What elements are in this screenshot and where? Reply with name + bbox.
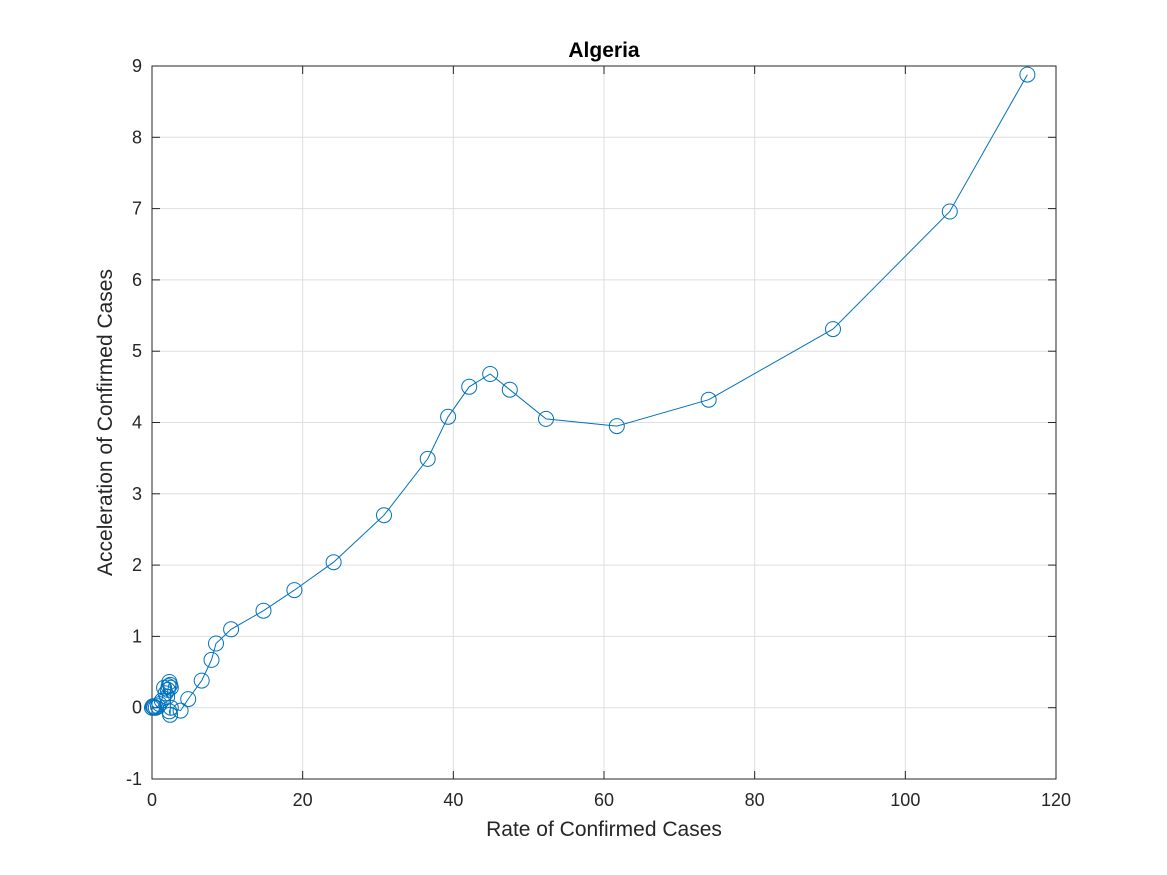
data-point [255,602,272,619]
y-tick-label: 5 [132,341,142,361]
data-point [325,554,342,571]
data-point [608,418,625,435]
data-point [157,685,174,702]
x-tick-label: 0 [147,790,157,810]
data-point [160,678,177,695]
y-tick-label: 7 [132,199,142,219]
y-tick-label: 1 [132,626,142,646]
data-point [461,378,478,395]
y-tick-label: -1 [126,769,142,789]
y-axis-label: Acceleration of Confirmed Cases [94,269,117,576]
data-point [376,507,392,524]
data-point [193,672,210,689]
data-point [180,691,197,708]
data-point [172,702,189,719]
data-point [482,366,499,382]
y-tick-label: 0 [132,698,142,718]
data-point [1019,66,1036,83]
data-point [501,381,518,398]
data-point [286,582,303,599]
x-tick-label: 20 [293,790,313,810]
data-point [208,635,224,652]
y-tick-label: 9 [132,56,142,76]
y-tick-label: 6 [132,270,142,290]
data-point [161,703,178,720]
x-tick-label: 120 [1041,790,1071,810]
x-tick-label: 60 [594,790,614,810]
data-point [162,679,179,696]
chart-title: Algeria [568,39,640,62]
data-point [419,450,436,467]
data-series [144,66,1036,723]
x-tick-label: 40 [443,790,463,810]
data-point [162,699,179,716]
data-point [941,203,958,220]
y-tick-label: 3 [132,484,142,504]
x-tick-label: 100 [890,790,920,810]
y-tick-label: 8 [132,127,142,147]
data-point [440,408,457,425]
x-tick-label: 80 [745,790,765,810]
data-point [223,621,240,638]
data-point [700,391,717,408]
data-point [538,410,554,427]
data-point [825,321,841,338]
data-point [144,698,161,715]
data-point [203,651,220,668]
x-axis-label: Rate of Confirmed Cases [486,818,722,841]
y-tick-label: 2 [132,555,142,575]
y-tick-label: 4 [132,413,142,433]
data-point [150,698,166,715]
